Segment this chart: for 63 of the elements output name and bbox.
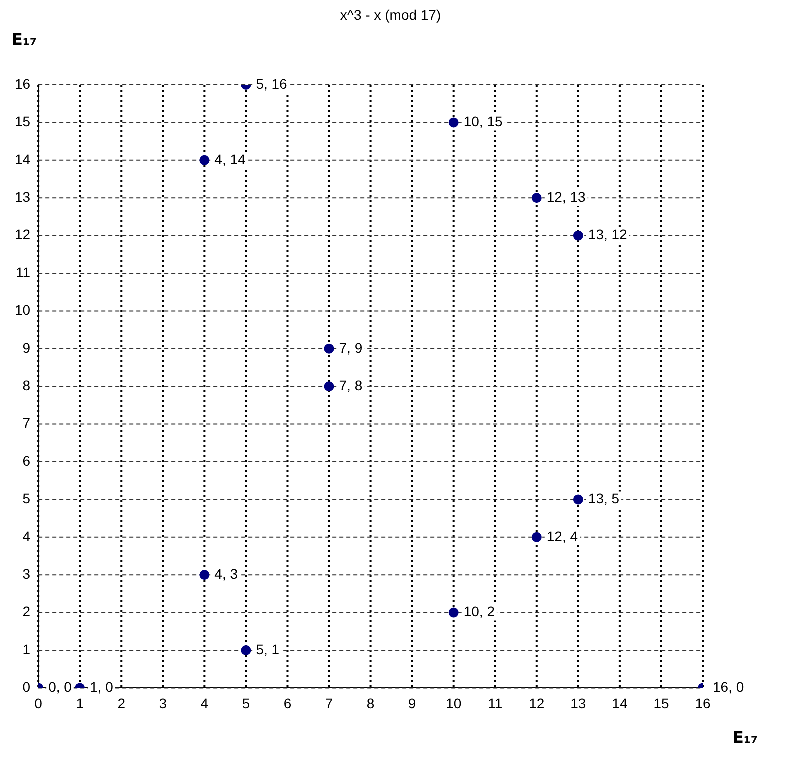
y-tick-label: 4 <box>22 528 31 544</box>
y-tick-label: 11 <box>16 264 31 280</box>
data-label: 4, 3 <box>214 566 238 582</box>
data-label: 12, 4 <box>546 528 578 544</box>
data-label: 5, 1 <box>256 641 280 658</box>
x-axis-title: E₁₇ <box>733 728 758 747</box>
y-tick-label: 12 <box>14 226 31 243</box>
point <box>324 382 334 392</box>
data-label: 5, 16 <box>256 76 288 92</box>
y-tick-label: 8 <box>22 377 31 394</box>
x-tick-label: 1 <box>76 695 84 712</box>
point <box>200 155 210 166</box>
y-tick-label: 16 <box>14 76 31 92</box>
y-tick-label: 13 <box>14 188 31 205</box>
point <box>241 646 252 656</box>
y-tick-label: 9 <box>22 340 31 356</box>
data-label: 10, 2 <box>464 604 496 620</box>
data-label: 7, 8 <box>339 377 363 394</box>
x-tick-label: 2 <box>118 695 126 712</box>
x-tick-label: 4 <box>200 695 209 712</box>
data-label: 0, 0 <box>48 679 72 696</box>
chart-title: x^3 - x (mod 17) <box>340 7 442 23</box>
y-tick-label: 0 <box>22 679 31 696</box>
data-label: 13, 12 <box>588 226 628 243</box>
point <box>448 118 459 128</box>
x-tick-label: 12 <box>529 695 545 712</box>
point <box>324 344 334 354</box>
point <box>573 230 584 241</box>
y-tick-label: 1 <box>22 641 31 658</box>
x-tick-label: 13 <box>570 695 586 712</box>
point <box>532 532 542 542</box>
y-tick-label: 15 <box>14 114 31 130</box>
data-label: 7, 9 <box>339 340 363 356</box>
data-label: 10, 15 <box>464 114 503 130</box>
point <box>200 570 210 580</box>
x-tick-label: 9 <box>408 695 416 712</box>
point <box>448 608 459 618</box>
data-label: 1, 0 <box>90 679 114 696</box>
y-tick-label: 14 <box>14 151 31 168</box>
x-tick-label: 11 <box>488 695 503 712</box>
x-tick-label: 10 <box>446 695 462 712</box>
y-axis-title: E₁₇ <box>12 30 37 49</box>
point <box>532 193 542 204</box>
data-label: 12, 13 <box>546 188 586 205</box>
data-label: 4, 14 <box>214 151 246 168</box>
x-tick-label: 15 <box>654 695 670 712</box>
y-tick-label: 6 <box>22 452 31 469</box>
y-tick-label: 2 <box>22 604 31 620</box>
point <box>573 494 584 505</box>
y-tick-label: 10 <box>14 302 31 318</box>
x-tick-label: 0 <box>34 695 43 712</box>
x-tick-label: 7 <box>325 695 334 712</box>
y-tick-label: 5 <box>22 490 31 507</box>
x-tick-label: 14 <box>612 695 628 712</box>
x-tick-label: 3 <box>159 695 168 712</box>
data-label: 16, 0 <box>713 679 744 696</box>
x-tick-label: 6 <box>284 695 292 712</box>
y-tick-label: 7 <box>22 415 31 432</box>
x-tick-label: 5 <box>242 695 250 712</box>
y-tick-label: 3 <box>22 566 31 582</box>
x-tick-label: 16 <box>695 695 711 712</box>
x-tick-label: 8 <box>366 695 375 712</box>
data-label: 13, 5 <box>588 490 620 507</box>
